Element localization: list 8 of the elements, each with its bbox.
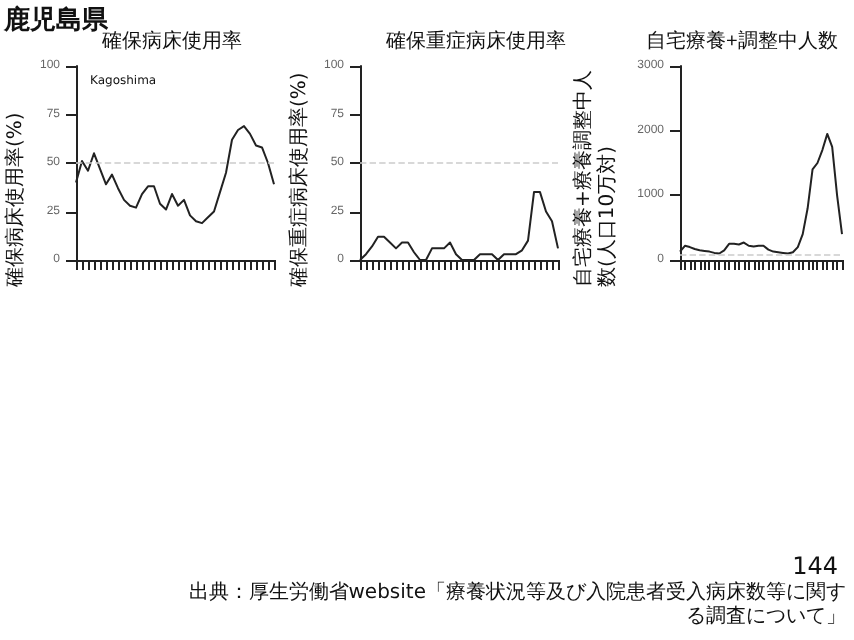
y-axis-title: 確保病床使用率(%) — [3, 112, 27, 289]
chart-title: 確保病床使用率 — [100, 29, 242, 53]
text: 144 — [792, 552, 838, 580]
chart-title: 自宅療養+調整中人数 — [646, 29, 838, 53]
y-axis-title: 自宅療養+療養調整中人数(人口10万対) — [571, 70, 619, 287]
source-note: 出典：厚生労働省website「療養状況等及び入院患者受入病床数等に関する調査について」 — [186, 582, 846, 630]
chart-title: 確保重症病床使用率 — [384, 29, 566, 53]
y-axis-title: 確保重症病床使用率(%) — [287, 72, 311, 289]
